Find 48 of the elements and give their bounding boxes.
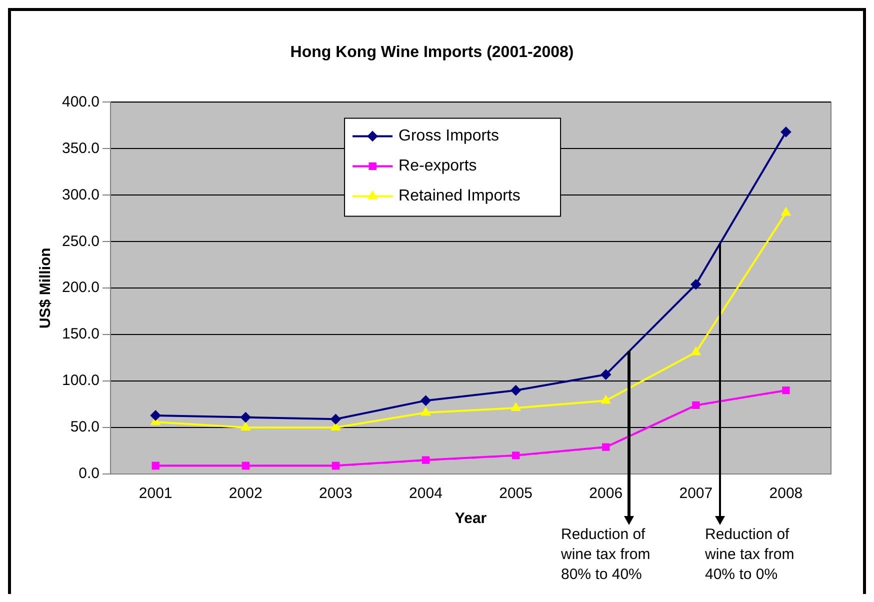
y-tick-label: 150.0 [62, 326, 100, 343]
point [241, 422, 250, 431]
y-tick-label: 100.0 [62, 372, 100, 390]
point [602, 443, 610, 451]
point [782, 386, 790, 394]
legend-label: Retained Imports [398, 188, 520, 205]
y-tick-label: 350.0 [62, 140, 100, 157]
y-tick-label: 400.0 [62, 93, 100, 110]
x-tick-label: 2007 [679, 485, 713, 502]
point [240, 412, 251, 422]
point [782, 208, 790, 216]
x-tick-label: 2002 [228, 485, 262, 502]
point [330, 414, 341, 424]
x-axis-title: Year [454, 510, 487, 528]
point [511, 403, 520, 412]
point [422, 456, 430, 464]
point [331, 422, 340, 431]
legend-label: Re-exports [398, 158, 477, 175]
point [332, 462, 340, 470]
point [600, 370, 611, 380]
chart-title: Hong Kong Wine Imports (2001-2008) [290, 44, 574, 62]
text: Reduction of wine tax from 40% to 0% [705, 525, 796, 585]
point [510, 385, 521, 396]
x-tick-label: 2008 [769, 485, 803, 502]
y-tick-label: 300.0 [62, 186, 100, 204]
point [512, 452, 520, 460]
y-tick-label: 250.0 [62, 232, 100, 250]
x-tick-label: 2003 [318, 485, 352, 502]
point [420, 396, 431, 406]
point [242, 462, 250, 470]
point [691, 347, 700, 356]
point [150, 410, 161, 420]
point [152, 462, 160, 470]
y-tick-label: 200.0 [62, 279, 100, 296]
text: Reduction of wine tax from 80% to 40% [561, 525, 652, 585]
y-tick-label: 0.0 [78, 465, 100, 482]
point [780, 126, 791, 137]
x-tick-label: 2001 [138, 485, 172, 502]
point [421, 408, 430, 416]
x-tick-label: 2006 [589, 485, 623, 502]
point [692, 401, 700, 410]
y-tick-label: 50.0 [70, 418, 100, 436]
x-tick-label: 2004 [409, 485, 442, 502]
point [601, 396, 610, 404]
y-axis-title: US$ Million [37, 248, 54, 329]
legend-label: Gross Imports [398, 128, 500, 145]
x-tick-label: 2005 [499, 485, 532, 502]
point [690, 279, 701, 290]
